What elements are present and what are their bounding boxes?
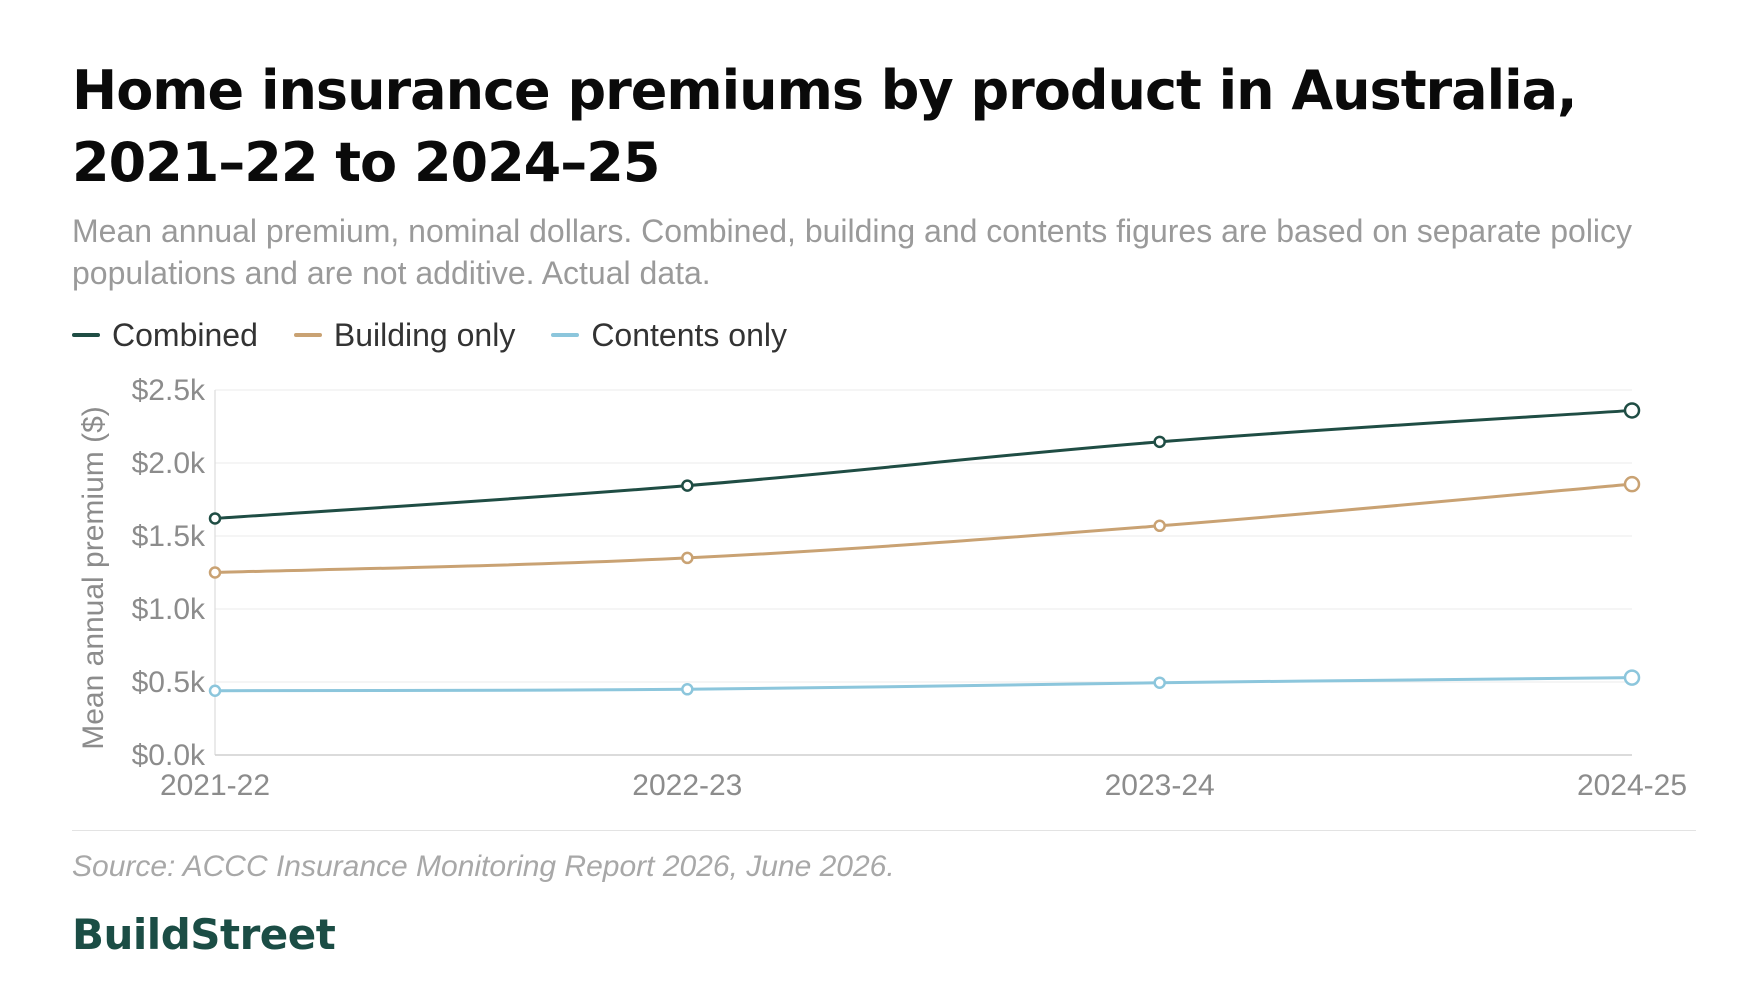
x-tick-label: 2021-22 (160, 769, 270, 802)
series-points (208, 402, 1641, 698)
legend-label-contents-only: Contents only (591, 316, 787, 353)
chart-subtitle: Mean annual premium, nominal dollars. Co… (72, 213, 1633, 291)
data-point-contents-only (208, 684, 222, 698)
axes: $0.0k $0.5k $1.0k $1.5k $2.0k $2.5k 2021-22 202… (132, 374, 1687, 802)
legend: Combined Building only Contents only (72, 312, 823, 358)
divider (72, 830, 1696, 831)
brand-logo: BuildStreet (72, 910, 336, 959)
y-tick-label: $2.5k (132, 374, 206, 407)
data-point-contents-only (681, 683, 694, 696)
chart-title: Home insurance premiums by product in Au… (72, 59, 1578, 194)
series-line-contents-only (213, 676, 1634, 693)
legend-item-combined: Combined (72, 317, 258, 354)
legend-item-building-only: Building only (293, 316, 516, 354)
legend-label-combined: Combined (112, 316, 258, 353)
data-point-combined (1153, 435, 1166, 449)
legend-item-contents-only: Contents only (551, 317, 787, 354)
data-point-combined (208, 512, 222, 525)
gridlines (215, 389, 1632, 683)
legend-swatch-combined (72, 333, 100, 337)
y-tick-label: $1.5k (132, 520, 206, 553)
data-point-contents-only (1623, 669, 1641, 686)
x-tick-label: 2023-24 (1105, 769, 1215, 802)
x-tick-label: 2022-23 (632, 769, 742, 802)
series-lines (213, 408, 1634, 693)
source-note: Source: ACCC Insurance Monitoring Report… (72, 850, 895, 883)
data-point-contents-only (1153, 676, 1166, 689)
data-point-combined (681, 479, 694, 492)
x-tick-label: 2024-25 (1577, 769, 1687, 802)
y-tick-label: $0.0k (132, 739, 206, 772)
legend-swatch-contents-only (551, 333, 580, 337)
y-tick-label: $1.0k (132, 593, 206, 626)
legend-swatch-building-only (293, 333, 322, 337)
y-tick-label: $2.0k (132, 447, 206, 480)
series-line-combined (213, 408, 1634, 520)
y-tick-label: $0.5k (132, 666, 206, 699)
data-point-building-only (1153, 519, 1166, 533)
line-chart: $0.0k $0.5k $1.0k $1.5k $2.0k $2.5k 2021-22 202… (77, 374, 1687, 802)
legend-label-building-only: Building only (333, 316, 516, 353)
data-point-building-only (1623, 475, 1641, 493)
data-point-combined (1623, 402, 1641, 419)
y-axis-label: Mean annual premium ($) (77, 406, 110, 750)
data-point-building-only (208, 566, 222, 579)
data-point-building-only (681, 551, 694, 565)
series-line-building-only (213, 482, 1634, 574)
